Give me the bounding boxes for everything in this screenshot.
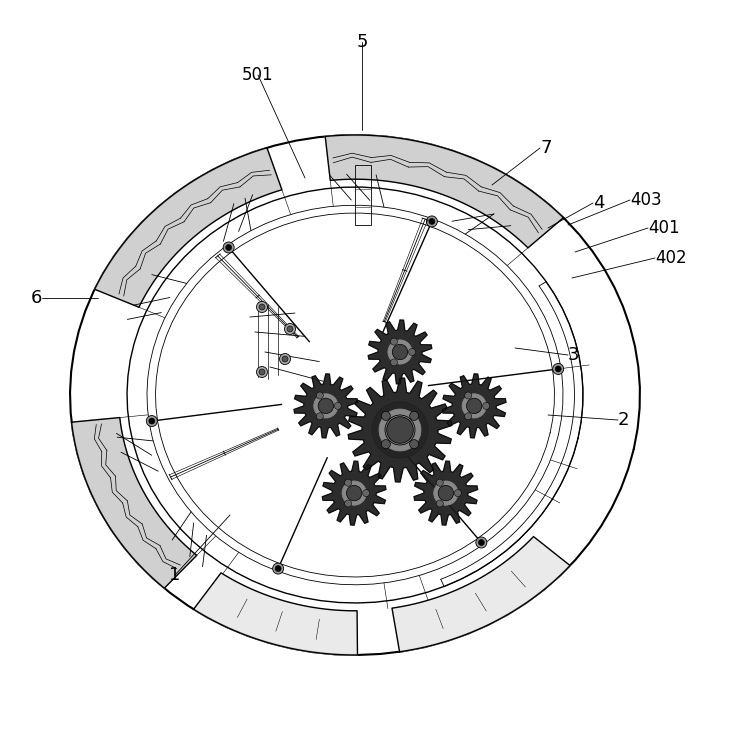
Circle shape [553,364,564,374]
Circle shape [479,539,485,545]
Circle shape [381,412,391,421]
Circle shape [257,367,268,377]
Circle shape [317,392,323,399]
Circle shape [342,481,366,505]
Circle shape [466,398,482,414]
Polygon shape [325,135,564,248]
Polygon shape [95,148,282,307]
Polygon shape [443,374,506,438]
Circle shape [476,537,487,548]
Circle shape [282,356,288,362]
Circle shape [438,486,454,500]
Text: 1: 1 [169,566,181,584]
Text: 2: 2 [618,411,630,429]
Circle shape [379,409,421,451]
Text: 5: 5 [356,33,368,51]
Circle shape [279,353,290,365]
Text: 402: 402 [655,249,687,267]
Circle shape [314,394,338,418]
Circle shape [273,563,284,574]
Circle shape [387,417,413,443]
Circle shape [334,403,342,409]
Text: 401: 401 [648,219,679,237]
Circle shape [555,366,561,372]
Circle shape [392,344,408,360]
Circle shape [410,412,419,421]
Circle shape [317,413,323,420]
Circle shape [434,481,458,505]
Text: 3: 3 [568,346,580,364]
Circle shape [410,440,419,449]
Polygon shape [368,320,432,384]
Circle shape [454,489,461,497]
Circle shape [385,415,415,445]
Circle shape [391,359,397,366]
Circle shape [372,402,428,458]
Circle shape [284,323,295,335]
Polygon shape [392,536,570,652]
Circle shape [257,302,268,312]
Text: 7: 7 [540,139,551,157]
Circle shape [347,486,362,500]
Circle shape [226,244,232,250]
Polygon shape [414,461,478,525]
Circle shape [345,480,352,486]
Circle shape [465,413,471,420]
Polygon shape [194,573,358,655]
Circle shape [147,415,158,427]
Circle shape [363,489,369,497]
Circle shape [259,369,265,375]
Circle shape [462,394,486,418]
Text: 6: 6 [31,289,42,307]
Text: 501: 501 [242,66,274,84]
Circle shape [259,304,265,310]
Polygon shape [72,418,196,588]
Circle shape [436,500,443,507]
Circle shape [391,338,397,345]
Circle shape [275,565,281,571]
Polygon shape [348,378,452,482]
Circle shape [427,216,438,227]
Circle shape [318,398,334,414]
Circle shape [388,340,412,364]
Polygon shape [294,374,358,438]
Circle shape [429,218,435,224]
Circle shape [345,500,352,507]
Circle shape [149,418,155,424]
Circle shape [287,326,293,332]
Circle shape [483,403,490,409]
Text: 4: 4 [593,194,605,212]
Circle shape [223,242,234,253]
Circle shape [408,349,416,356]
Circle shape [436,480,443,486]
Circle shape [381,440,391,449]
Text: 403: 403 [630,191,662,209]
Circle shape [465,392,471,399]
Polygon shape [323,461,386,525]
